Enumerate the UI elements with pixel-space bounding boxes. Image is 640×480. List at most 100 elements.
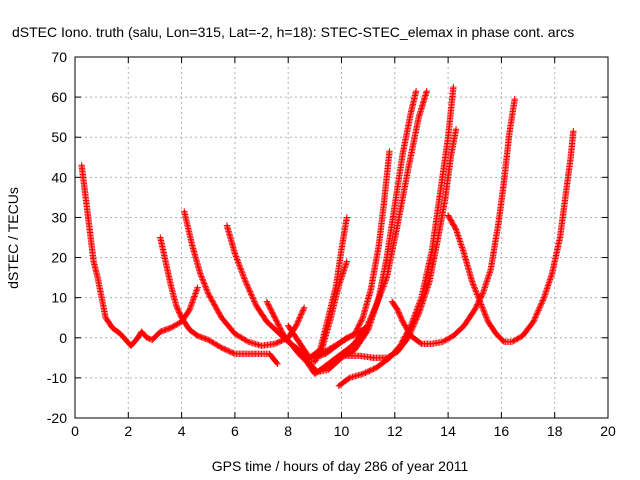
- data-point: [263, 298, 271, 305]
- data-point: [242, 278, 249, 285]
- data-point: [478, 302, 485, 310]
- data-point: [158, 328, 165, 335]
- x-tick-label: 12: [387, 423, 403, 439]
- data-point: [265, 302, 273, 309]
- data-point: [188, 300, 195, 308]
- data-point: [235, 332, 243, 340]
- y-tick-label: -10: [47, 370, 67, 386]
- y-tick-label: 10: [51, 290, 67, 306]
- data-point: [331, 342, 339, 349]
- data-point: [194, 332, 201, 339]
- data-point: [297, 311, 305, 318]
- data-point: [443, 336, 450, 343]
- data-point: [471, 285, 479, 292]
- data-point: [515, 334, 522, 342]
- data-point: [537, 302, 544, 310]
- series-arc-2: [157, 234, 281, 368]
- data-point: [372, 302, 380, 309]
- data-point: [472, 303, 480, 311]
- data-point: [512, 336, 520, 343]
- data-point: [275, 338, 283, 346]
- data-point: [516, 334, 524, 341]
- series-arc-9: [311, 148, 393, 360]
- data-point: [197, 270, 204, 277]
- data-point: [162, 326, 169, 333]
- data-point: [534, 308, 541, 316]
- data-point: [480, 307, 487, 314]
- data-point: [204, 289, 211, 296]
- data-point: [278, 327, 285, 335]
- data-point: [379, 286, 386, 293]
- data-point: [159, 327, 167, 334]
- data-point: [200, 278, 207, 286]
- data-point: [229, 349, 236, 356]
- data-point: [472, 287, 479, 294]
- data-point: [274, 339, 281, 346]
- data-point: [300, 305, 307, 313]
- data-point: [199, 334, 207, 341]
- data-point: [271, 314, 279, 321]
- data-point: [442, 337, 449, 344]
- data-point: [386, 353, 393, 360]
- data-point: [343, 258, 351, 265]
- data-point: [411, 320, 418, 327]
- chart-title: dSTEC Iono. truth (salu, Lon=315, Lat=-2…: [12, 24, 574, 40]
- data-point: [328, 344, 336, 351]
- data-point: [240, 272, 247, 279]
- data-point: [215, 309, 222, 316]
- data-point: [311, 352, 319, 360]
- data-point: [169, 323, 176, 331]
- data-point: [482, 311, 489, 318]
- data-point: [276, 323, 283, 331]
- data-point: [363, 323, 370, 331]
- data-point: [173, 321, 180, 328]
- data-point: [244, 284, 252, 291]
- data-point: [314, 351, 321, 358]
- data-point: [375, 296, 382, 303]
- data-point: [412, 317, 419, 324]
- data-point: [241, 276, 249, 284]
- data-point: [273, 359, 280, 366]
- data-point: [367, 315, 374, 322]
- data-point: [199, 276, 206, 283]
- y-tick-label: -20: [47, 410, 67, 426]
- data-point: [191, 291, 199, 299]
- data-point: [510, 337, 517, 345]
- data-point: [319, 349, 327, 356]
- data-point: [323, 347, 331, 354]
- data-point: [189, 299, 196, 306]
- data-point: [249, 293, 256, 301]
- data-point: [299, 307, 307, 314]
- x-tick-label: 14: [440, 423, 456, 439]
- data-point: [213, 341, 220, 348]
- data-point: [206, 337, 213, 344]
- x-tick-label: 16: [494, 423, 510, 439]
- data-point: [201, 335, 208, 342]
- data-point: [191, 293, 198, 300]
- data-point: [450, 83, 457, 91]
- series-arc-6: [285, 214, 351, 362]
- data-point: [173, 303, 181, 311]
- data-point: [275, 322, 283, 329]
- data-point: [414, 313, 421, 320]
- data-point: [246, 288, 254, 295]
- axes: [74, 56, 609, 419]
- data-point: [217, 343, 224, 351]
- y-tick-label: 30: [51, 209, 67, 225]
- data-point: [511, 95, 518, 103]
- data-point: [381, 278, 389, 286]
- data-point: [210, 301, 218, 308]
- data-point: [311, 358, 319, 366]
- data-point: [239, 271, 246, 278]
- data-point: [533, 311, 540, 318]
- data-point: [241, 275, 248, 282]
- data-point: [219, 345, 227, 352]
- data-point: [197, 333, 204, 340]
- series-arc-13: [444, 128, 577, 345]
- data-point: [247, 289, 254, 297]
- data-point: [269, 309, 276, 316]
- data-point: [198, 274, 206, 282]
- data-point: [173, 302, 180, 309]
- data-point: [236, 262, 243, 269]
